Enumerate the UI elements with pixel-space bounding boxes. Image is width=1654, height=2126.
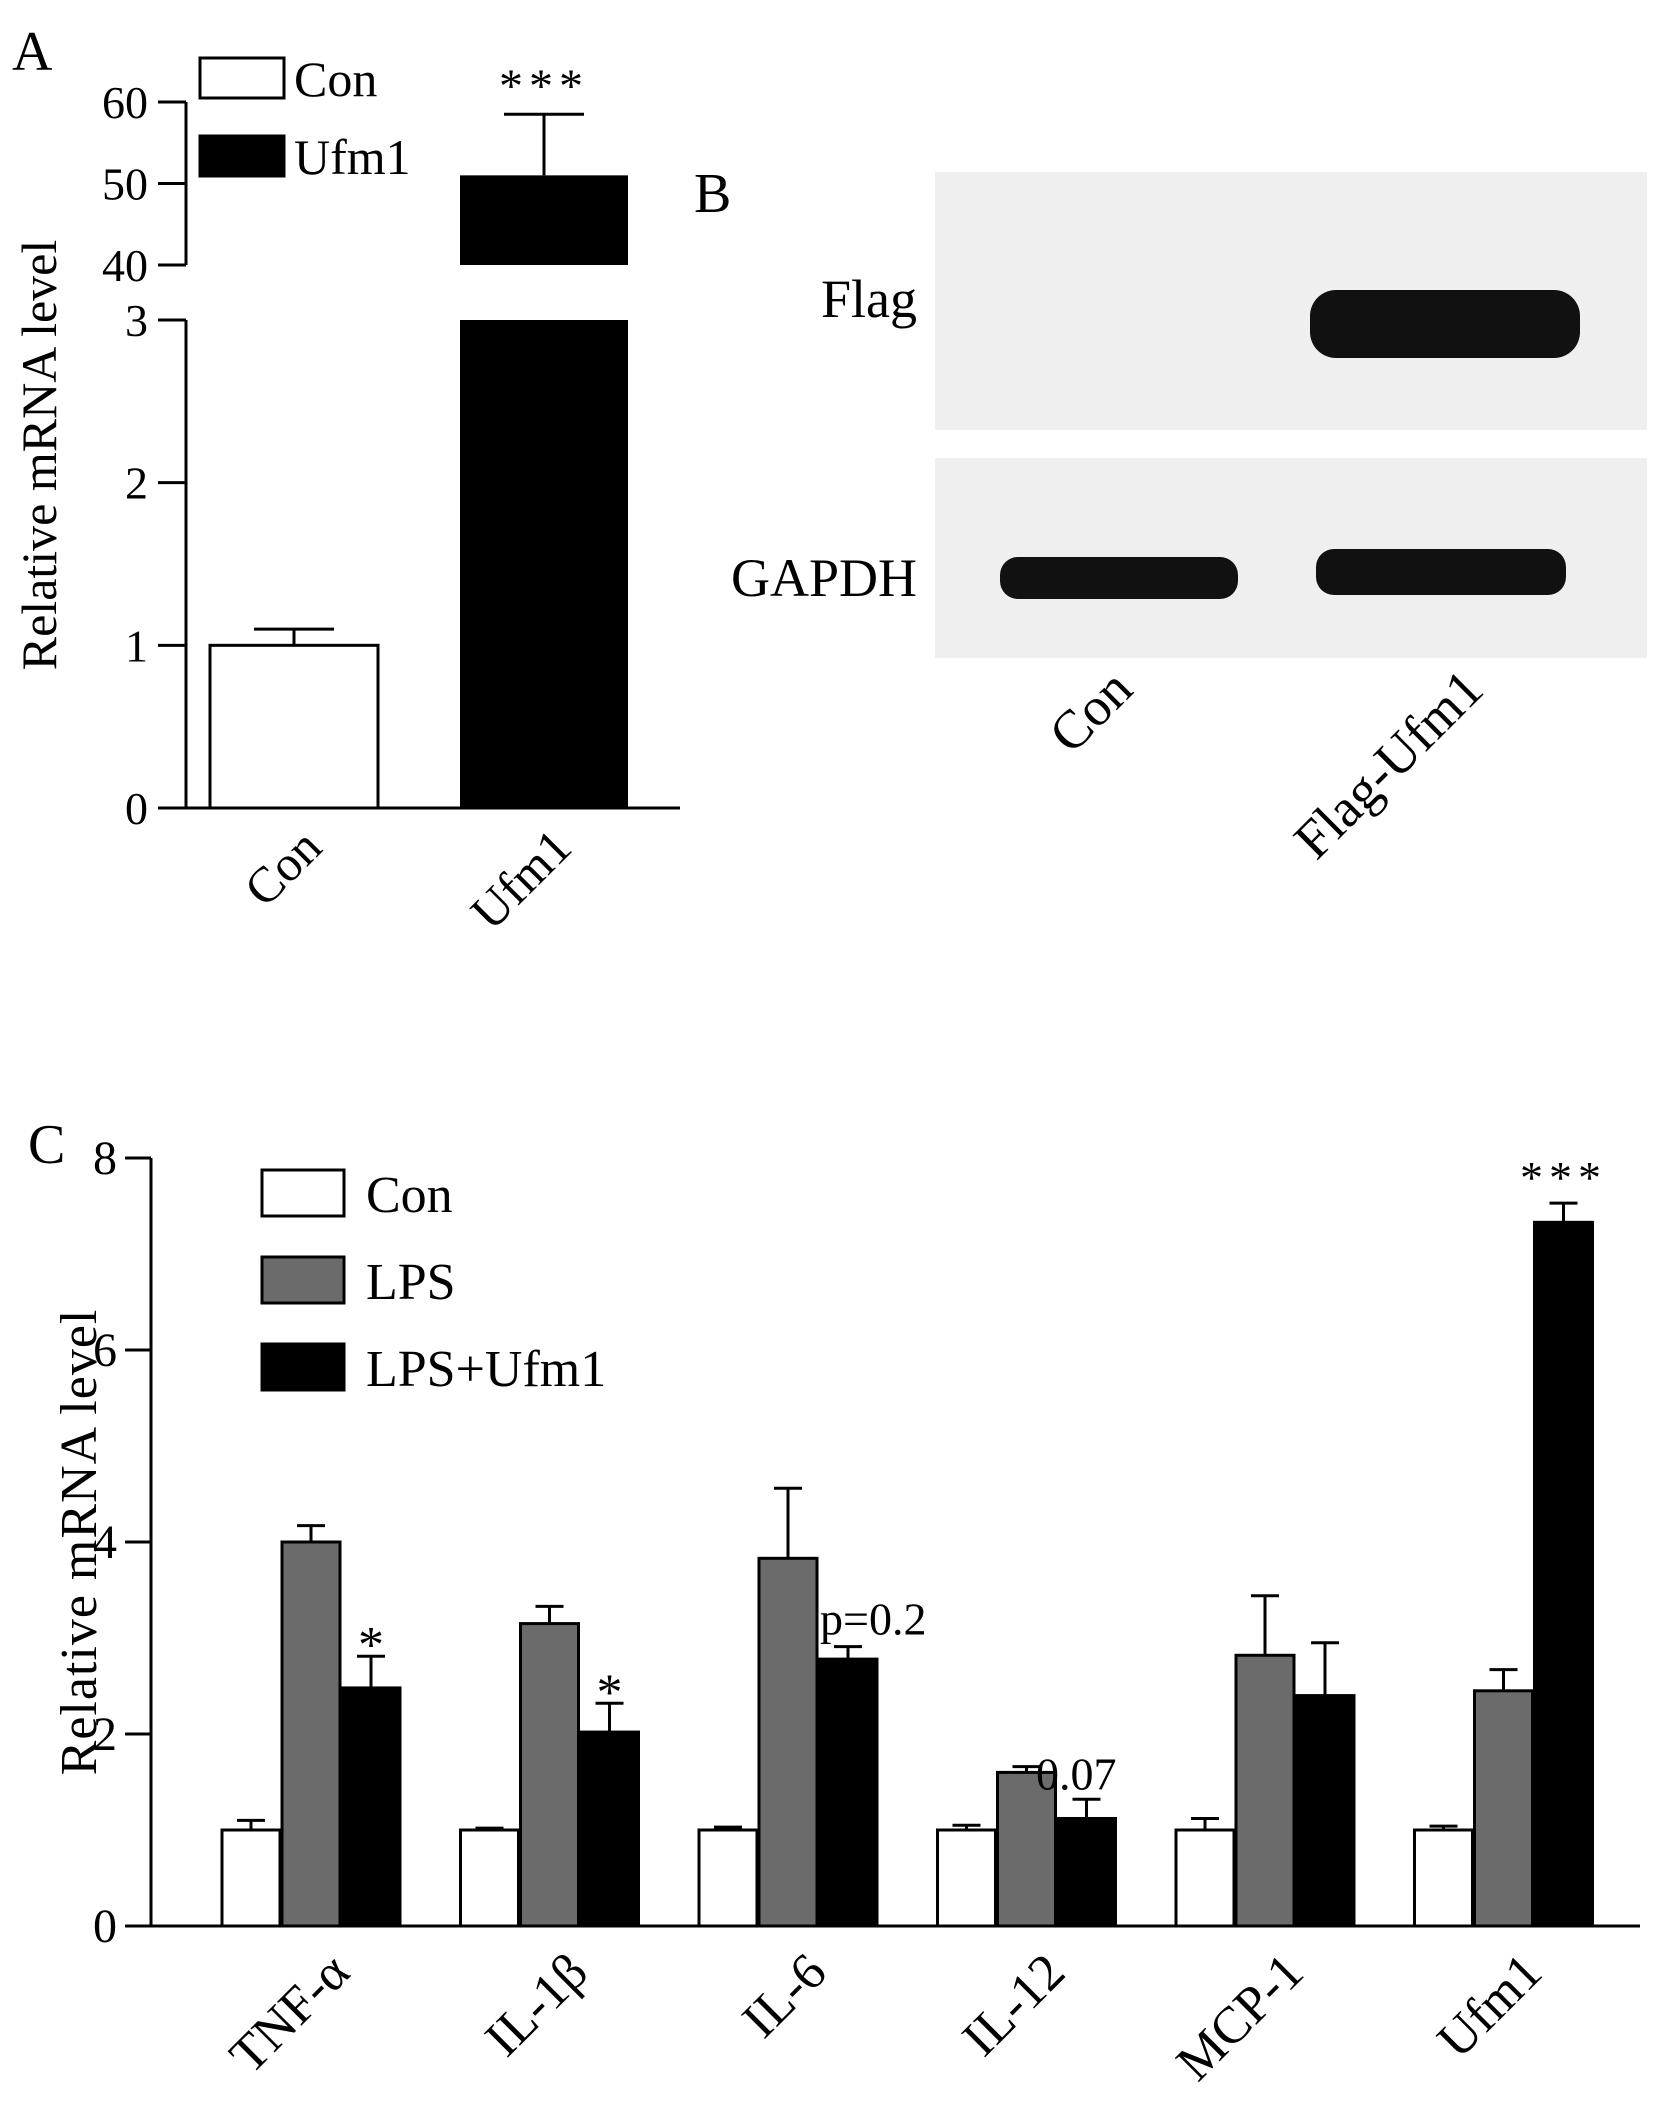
legend-swatch-con [198,56,286,100]
significance-label-tnf: * [358,1617,384,1674]
bar-mcp-1-con [1174,1828,1236,1928]
panel-b-label: B [694,163,731,225]
y-tick-label: 50 [102,159,148,210]
bar-il-12-lps-ufm1 [1056,1816,1117,1928]
bar-il-12-con [936,1828,997,1928]
bar-il-1-lps-ufm1 [579,1730,640,1928]
y-tick-label: 1 [125,620,148,671]
significance-label-il-6: p=0.2 [820,1594,926,1645]
significance-label-il-1: * [597,1664,623,1721]
significance-label-ufm1: *** [1520,1152,1607,1203]
western-blot: Flag GAPDH Con Flag-Ufm1 [731,172,1647,870]
legend-swatch-lps-ufm1 [260,1342,346,1392]
legend-swatch-con [260,1168,346,1218]
y-axis-label: Relative mRNA level [11,240,67,670]
legend-label-ufm1: Ufm1 [294,129,411,185]
significance-label-il-12: 0.07 [1036,1748,1117,1799]
bar-tnf-con [220,1828,282,1928]
y-tick-label: 40 [102,240,148,291]
bar-il-6-lps-ufm1 [817,1657,879,1928]
y-tick-label: 0 [93,1900,117,1953]
y-tick-label: 6 [93,1324,117,1377]
gapdh-band-con [1000,557,1238,599]
legend-swatch-ufm1 [198,134,286,178]
y-tick-label: 4 [93,1516,117,1569]
y-axis-label: Relative mRNA level [51,1309,108,1776]
bar-il-1-con [459,1828,520,1928]
bar-ufm1-lps-ufm1 [1533,1220,1594,1928]
bar-ufm1-con [1413,1828,1474,1928]
legend-label-con: Con [366,1167,453,1224]
y-tick-label: 60 [102,77,148,128]
bar-il-6-con [697,1828,759,1928]
bar-tnf-lps-ufm1 [340,1686,402,1928]
bar-il-1-lps [519,1622,580,1928]
significance-label: *** [499,60,589,113]
bar-mcp-1-lps-ufm1 [1294,1694,1356,1928]
bar-mcp-1-lps [1234,1653,1296,1928]
legend-label-lps: LPS [366,1254,456,1311]
legend-swatch-lps [260,1255,346,1305]
y-tick-label: 8 [93,1132,117,1185]
y-tick-label: 2 [125,458,148,509]
y-tick-label: 2 [93,1708,117,1761]
gapdh-band-flag-ufm1 [1316,549,1566,595]
panel-c-label: C [28,1114,65,1176]
flag-band [1310,290,1580,358]
bar-il-12-lps [996,1770,1057,1928]
blot-row-label-gapdh: GAPDH [731,548,917,608]
blot-row-label-flag: Flag [821,269,917,329]
bar-ufm1-lower [460,320,628,808]
bar-con [208,643,380,810]
legend-label-con: Con [294,51,377,107]
y-tick-label: 0 [125,783,148,834]
y-tick-label: 3 [125,295,148,346]
bar-ufm1-upper [460,175,628,265]
bar-tnf-lps [280,1540,342,1928]
bar-ufm1-lps [1473,1689,1534,1928]
panel-a-label: A [12,21,53,83]
legend-label-lps-ufm1: LPS+Ufm1 [366,1341,606,1398]
bar-il-6-lps [757,1556,819,1928]
